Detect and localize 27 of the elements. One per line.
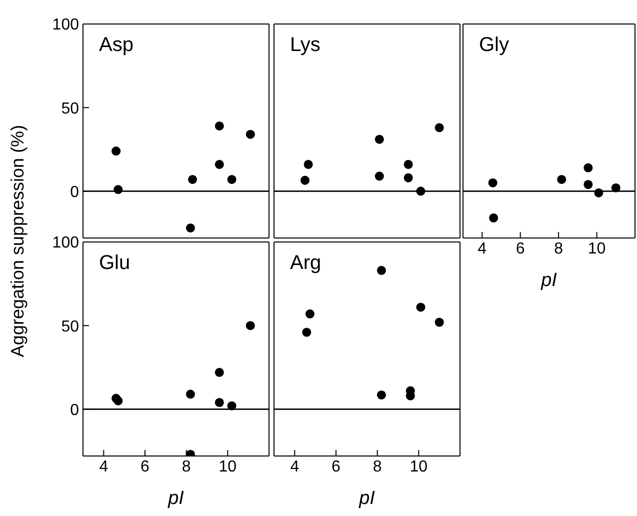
y-tick-label: 0 — [70, 184, 80, 201]
x-axis-title: pI — [358, 488, 376, 509]
y-tick-label: 50 — [61, 318, 80, 336]
y-tick-label: 100 — [52, 234, 80, 252]
x-axis-title: pI — [540, 270, 558, 291]
x-tick-label: 4 — [99, 458, 108, 476]
x-tick-label: 4 — [290, 458, 300, 476]
text: Glu — [99, 252, 130, 275]
x-tick-label: 8 — [554, 240, 564, 258]
x-tick-label: 6 — [140, 458, 150, 476]
text: Gly — [479, 34, 509, 57]
x-tick-label: 8 — [182, 458, 191, 476]
x-tick-label: 10 — [218, 458, 237, 476]
x-tick-label: 4 — [478, 240, 487, 258]
x-tick-label: 10 — [410, 458, 428, 476]
y-axis-title: Aggregation suppression (%) — [8, 124, 28, 358]
x-axis-title: pI — [167, 488, 185, 509]
y-tick-label: 0 — [70, 402, 80, 419]
x-tick-label: 6 — [332, 458, 341, 476]
x-tick-label: 10 — [588, 240, 606, 258]
x-tick-label: 6 — [516, 240, 525, 258]
x-tick-label: 8 — [372, 458, 382, 476]
y-tick-label: 100 — [52, 16, 80, 34]
y-tick-label: 50 — [61, 100, 80, 118]
text: Asp — [99, 34, 134, 57]
text: Arg — [290, 252, 322, 275]
text: Lys — [290, 34, 320, 57]
